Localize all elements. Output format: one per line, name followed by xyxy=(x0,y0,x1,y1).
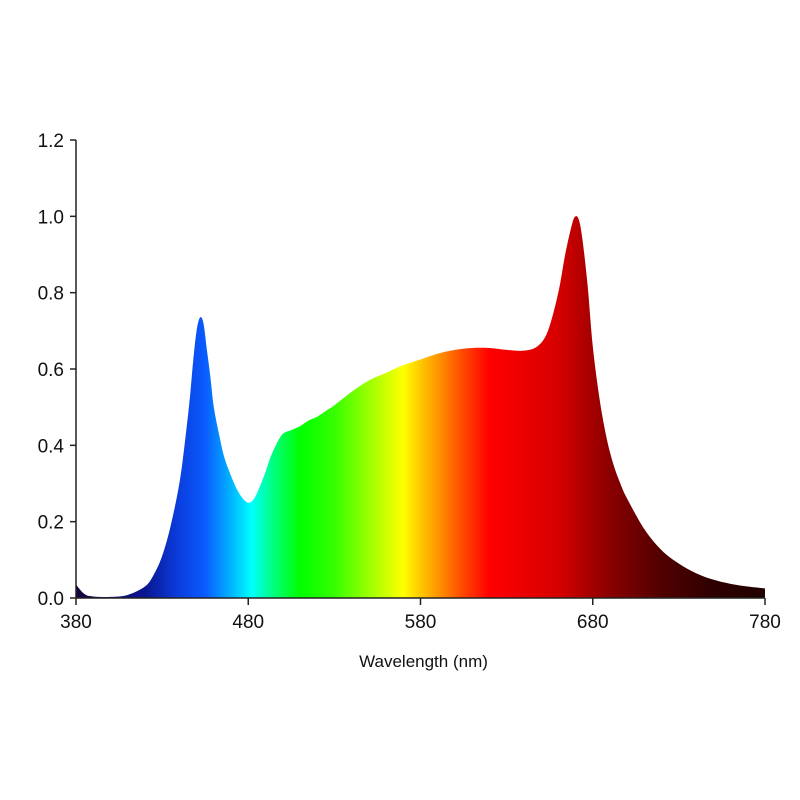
y-axis-ticks: 0.0 0.2 0.4 0.6 0.8 1.0 1.2 xyxy=(38,131,76,610)
x-tick-label: 580 xyxy=(405,612,437,633)
x-axis-ticks: 380 480 580 680 780 xyxy=(60,598,781,633)
x-axis-title: Wavelength (nm) xyxy=(359,652,488,671)
y-tick-label: 0.2 xyxy=(38,513,64,534)
y-tick-label: 0.0 xyxy=(38,589,64,610)
y-tick-label: 0.8 xyxy=(38,284,64,305)
y-tick-label: 1.2 xyxy=(38,131,64,152)
y-tick-label: 0.6 xyxy=(38,360,64,381)
x-tick-label: 380 xyxy=(60,612,92,633)
x-tick-label: 780 xyxy=(749,612,781,633)
spectrum-area xyxy=(76,216,765,598)
x-tick-label: 680 xyxy=(577,612,609,633)
x-tick-label: 480 xyxy=(232,612,264,633)
y-tick-label: 1.0 xyxy=(38,207,64,228)
y-tick-label: 0.4 xyxy=(38,436,65,457)
